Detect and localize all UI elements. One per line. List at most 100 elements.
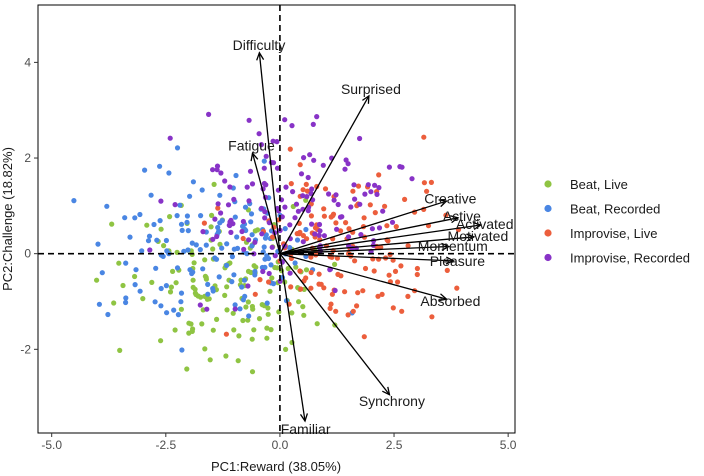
data-point — [290, 189, 296, 195]
data-point — [262, 235, 269, 241]
legend-marker — [544, 204, 552, 213]
data-point — [240, 297, 246, 303]
data-point — [392, 268, 399, 274]
data-point — [294, 237, 301, 243]
data-point — [249, 181, 256, 187]
data-point — [346, 226, 352, 232]
data-point — [286, 245, 292, 251]
data-point — [153, 265, 159, 271]
data-point — [215, 224, 221, 231]
data-point — [235, 358, 241, 364]
data-point — [199, 321, 205, 327]
data-point — [248, 211, 255, 217]
data-point — [316, 281, 322, 287]
loading-label-familiar: Familiar — [281, 421, 331, 437]
data-point — [390, 305, 396, 311]
data-point — [237, 306, 243, 312]
data-point — [321, 285, 327, 291]
data-point — [132, 215, 138, 221]
data-point — [292, 260, 298, 266]
data-point — [214, 316, 220, 322]
data-point — [184, 213, 190, 219]
loading-arrowhead-creative — [438, 199, 448, 208]
data-point — [193, 242, 199, 248]
data-point — [167, 135, 173, 141]
data-point — [267, 288, 273, 294]
data-point — [245, 299, 251, 305]
data-point — [287, 222, 293, 228]
data-point — [258, 205, 265, 211]
x-tick-label: 5.0 — [500, 438, 517, 452]
data-point — [314, 321, 320, 327]
data-point — [330, 213, 336, 219]
data-point — [204, 306, 210, 312]
data-point — [214, 233, 220, 240]
data-point — [210, 246, 216, 252]
y-axis-title: PC2:Challenge (18.82%) — [0, 147, 15, 291]
y-tick-label: 4 — [24, 55, 31, 69]
legend-label: Improvise, Live — [570, 226, 657, 241]
data-point — [249, 336, 255, 342]
data-point — [151, 221, 157, 228]
data-point — [399, 164, 405, 170]
data-point — [351, 182, 357, 188]
data-point — [245, 317, 251, 323]
data-point — [361, 215, 367, 221]
data-point — [393, 224, 399, 230]
data-point — [270, 138, 276, 144]
data-point — [123, 260, 129, 266]
loading-arrow-familiar — [279, 253, 306, 422]
data-point — [328, 301, 334, 307]
data-point — [354, 303, 360, 309]
data-point — [287, 146, 293, 152]
data-point — [148, 192, 154, 198]
y-tick-label: 0 — [24, 247, 31, 261]
data-point — [246, 117, 252, 123]
data-point — [357, 201, 363, 207]
loading-label-activated: Activated — [456, 216, 514, 232]
data-point — [362, 191, 368, 197]
data-point — [297, 162, 303, 168]
data-point — [172, 202, 178, 208]
data-point — [405, 293, 411, 299]
legend-marker — [544, 229, 552, 237]
data-point — [188, 321, 194, 327]
series-beat-recorded — [71, 145, 355, 353]
loading-arrow-absorbed — [279, 253, 447, 300]
data-point — [369, 226, 375, 232]
loading-arrowhead-active — [450, 215, 460, 224]
data-point — [117, 347, 123, 353]
loading-label-synchrony: Synchrony — [359, 393, 425, 409]
data-point — [274, 139, 280, 145]
data-point — [137, 288, 143, 294]
data-point — [190, 277, 196, 283]
data-point — [372, 210, 378, 216]
data-point — [181, 248, 187, 254]
data-point — [312, 231, 318, 237]
data-point — [189, 240, 195, 246]
data-point — [145, 238, 152, 244]
data-point — [215, 205, 221, 211]
data-point — [231, 327, 237, 333]
data-point — [173, 280, 179, 286]
data-point — [314, 114, 320, 120]
data-point — [332, 287, 338, 294]
data-point — [316, 232, 322, 238]
data-point — [179, 347, 185, 353]
data-point — [307, 152, 313, 158]
data-point — [424, 188, 430, 194]
data-point — [203, 242, 209, 248]
data-point — [244, 251, 250, 257]
data-point — [122, 215, 128, 221]
data-point — [245, 268, 252, 274]
data-point — [252, 239, 258, 245]
data-point — [361, 334, 367, 340]
data-point — [232, 214, 238, 220]
data-point — [251, 327, 257, 333]
data-point — [296, 299, 302, 305]
loading-label-creative: Creative — [424, 191, 476, 207]
data-point — [268, 327, 274, 333]
data-point — [217, 192, 223, 198]
data-point — [409, 176, 415, 182]
data-point — [158, 226, 164, 232]
